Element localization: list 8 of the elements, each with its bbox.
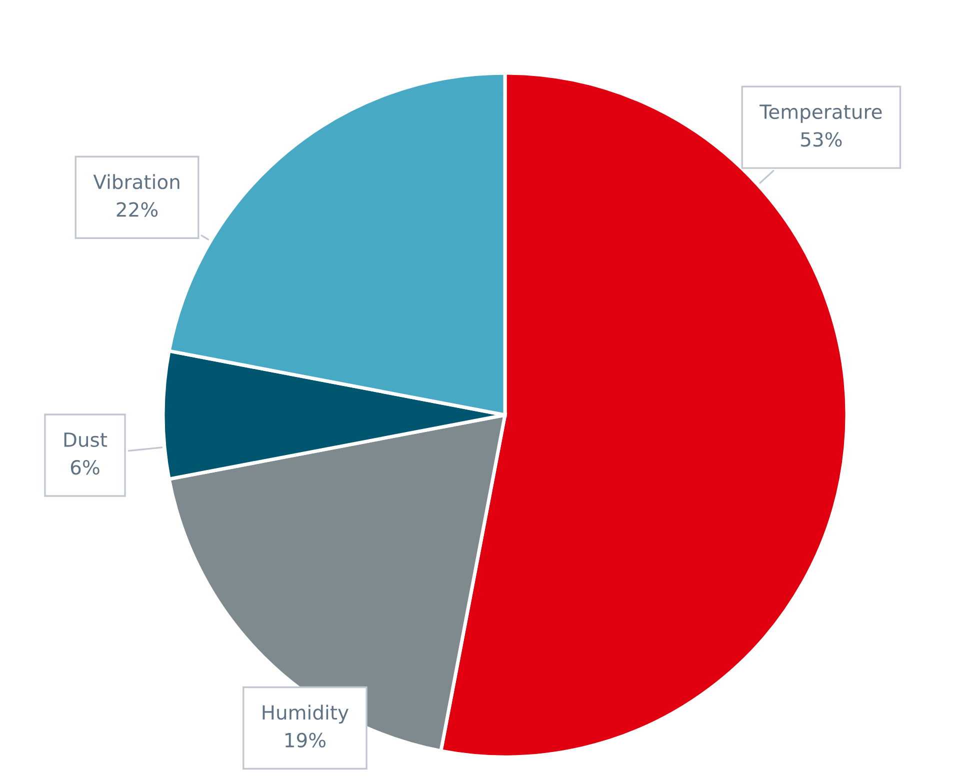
data-label: 22% bbox=[116, 202, 158, 217]
slice-label: Vibration bbox=[93, 174, 180, 190]
data-label: 53% bbox=[801, 132, 842, 147]
slice-label: Humidity bbox=[262, 704, 348, 724]
slice-label: Temperature bbox=[760, 104, 882, 123]
data-label: 6% bbox=[70, 460, 100, 475]
slice-label: Dust bbox=[64, 432, 108, 448]
data-label: 19% bbox=[285, 732, 326, 748]
